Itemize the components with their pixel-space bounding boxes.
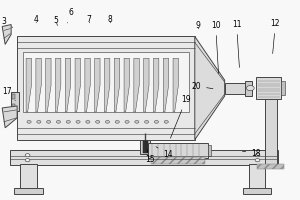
- Bar: [143, 141, 146, 153]
- Polygon shape: [75, 58, 80, 112]
- Text: 10: 10: [211, 21, 220, 73]
- Circle shape: [25, 154, 30, 157]
- Circle shape: [135, 120, 139, 123]
- Bar: [14, 188, 43, 194]
- Polygon shape: [173, 58, 178, 112]
- Bar: [140, 140, 150, 154]
- Polygon shape: [2, 25, 11, 44]
- Bar: [151, 157, 205, 164]
- Bar: [10, 150, 278, 165]
- Bar: [12, 94, 15, 99]
- Bar: [243, 188, 271, 194]
- Polygon shape: [65, 58, 71, 112]
- Circle shape: [247, 86, 254, 91]
- Circle shape: [86, 120, 90, 123]
- Circle shape: [37, 120, 41, 123]
- Text: 20: 20: [191, 82, 213, 91]
- Circle shape: [76, 120, 80, 123]
- Bar: [208, 145, 211, 156]
- Circle shape: [164, 120, 168, 123]
- Circle shape: [66, 120, 70, 123]
- Text: 7: 7: [86, 15, 91, 24]
- Circle shape: [255, 154, 260, 157]
- Polygon shape: [26, 58, 32, 112]
- Circle shape: [96, 120, 100, 123]
- Polygon shape: [56, 58, 61, 112]
- Polygon shape: [36, 58, 41, 112]
- Text: 5: 5: [53, 16, 58, 26]
- Circle shape: [27, 120, 31, 123]
- Circle shape: [105, 120, 110, 123]
- Bar: [146, 141, 148, 153]
- Bar: [256, 77, 281, 99]
- Text: 8: 8: [107, 15, 112, 24]
- Circle shape: [56, 120, 61, 123]
- Polygon shape: [2, 106, 17, 128]
- Circle shape: [125, 120, 129, 123]
- Bar: [248, 164, 265, 189]
- Bar: [20, 164, 37, 189]
- Text: 17: 17: [2, 87, 15, 101]
- Circle shape: [115, 120, 119, 123]
- Polygon shape: [163, 58, 169, 112]
- Bar: [148, 143, 208, 158]
- Polygon shape: [124, 58, 129, 112]
- Polygon shape: [95, 58, 100, 112]
- Bar: [23, 52, 189, 112]
- Polygon shape: [154, 58, 159, 112]
- Text: 6: 6: [67, 8, 73, 23]
- Bar: [245, 81, 251, 96]
- Polygon shape: [195, 36, 225, 140]
- Bar: [225, 83, 248, 94]
- Circle shape: [46, 120, 51, 123]
- Text: 12: 12: [271, 19, 280, 54]
- Polygon shape: [144, 58, 149, 112]
- Circle shape: [154, 120, 158, 123]
- Polygon shape: [114, 58, 120, 112]
- Text: 14: 14: [156, 147, 173, 159]
- Bar: [11, 92, 19, 111]
- Bar: [17, 36, 195, 140]
- Bar: [12, 104, 15, 109]
- Polygon shape: [104, 58, 110, 112]
- Bar: [281, 81, 285, 95]
- Bar: [257, 164, 284, 169]
- Polygon shape: [46, 58, 51, 112]
- Text: 18: 18: [242, 149, 261, 158]
- Circle shape: [25, 159, 30, 162]
- Text: 15: 15: [145, 150, 155, 164]
- Circle shape: [145, 120, 149, 123]
- Text: 11: 11: [232, 20, 241, 67]
- Text: 4: 4: [34, 15, 38, 24]
- Text: 3: 3: [2, 17, 13, 28]
- Text: 9: 9: [195, 21, 200, 30]
- Text: 19: 19: [170, 95, 190, 138]
- Polygon shape: [85, 58, 90, 112]
- Polygon shape: [134, 58, 139, 112]
- Circle shape: [255, 159, 260, 162]
- Bar: [265, 99, 277, 165]
